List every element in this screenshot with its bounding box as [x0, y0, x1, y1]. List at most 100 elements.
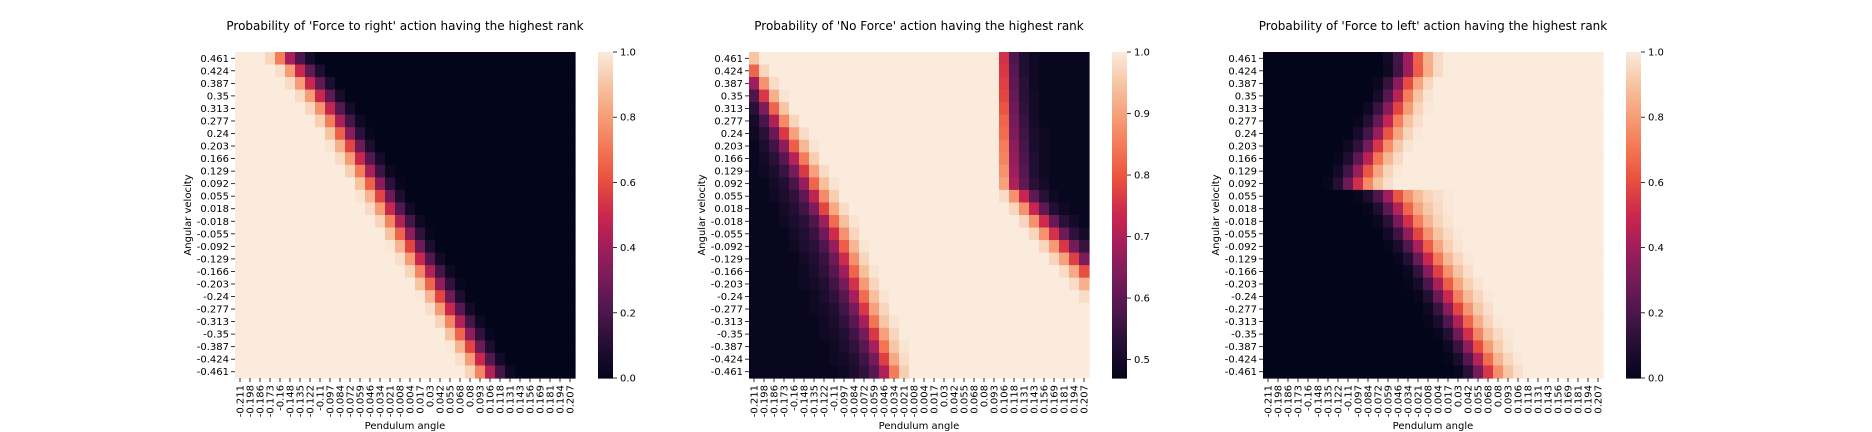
heatmap-cell [1473, 114, 1484, 128]
y-tick-label: 0.129 [714, 167, 743, 178]
colorbar-segment [1626, 371, 1641, 376]
heatmap-cell [565, 240, 576, 254]
heatmap-cell [959, 315, 970, 329]
x-tick-label: -0.008 [1424, 385, 1435, 417]
heatmap-cell [819, 215, 830, 229]
heatmap-cell [295, 277, 306, 291]
heatmap-cell [1343, 265, 1354, 279]
heatmap-cell [849, 365, 860, 379]
heatmap-cell [535, 240, 546, 254]
heatmap-cell [1563, 152, 1574, 166]
x-tick-label: 0.106 [1000, 385, 1011, 414]
heatmap-cell [1423, 277, 1434, 291]
heatmap-cell [809, 277, 820, 291]
heatmap-cell [979, 52, 990, 66]
heatmap-cell [1593, 177, 1604, 191]
heatmap-cell [1323, 315, 1334, 329]
heatmap-cell [545, 290, 556, 304]
heatmap-cell [869, 102, 880, 116]
heatmap-cell [859, 77, 870, 91]
y-tick-label: -0.387 [197, 342, 229, 353]
heatmap-cell [365, 277, 376, 291]
x-tick-label: -0.021 [900, 385, 911, 417]
heatmap-cell [829, 277, 840, 291]
heatmap-cell [909, 177, 920, 191]
heatmap-cell [475, 127, 486, 141]
colorbar-segment [1112, 104, 1127, 109]
heatmap-cell [1413, 189, 1424, 204]
heatmap-cell [1373, 114, 1384, 128]
y-tick-label: -0.461 [1225, 367, 1257, 378]
heatmap-cell [375, 139, 386, 153]
heatmap-cell [1263, 302, 1274, 316]
heatmap-cell [919, 89, 930, 103]
heatmap-cell [235, 127, 246, 141]
heatmap-cell [1039, 290, 1050, 304]
heatmap-cell [305, 177, 316, 191]
heatmap-cell [1019, 89, 1030, 103]
heatmap-cell [435, 89, 446, 103]
heatmap-cell [1363, 189, 1374, 204]
x-tick-label: -0.097 [326, 385, 337, 417]
heatmap-cell [555, 164, 566, 178]
heatmap-cell [1049, 164, 1060, 178]
heatmap-cell [1493, 302, 1504, 316]
colorbar-segment [598, 107, 613, 112]
colorbar-segment [598, 309, 613, 314]
heatmap-cell [1383, 302, 1394, 316]
heatmap-cell [315, 64, 326, 78]
heatmap-cell [999, 277, 1010, 291]
heatmap-cell [999, 89, 1010, 103]
heatmap-cell [435, 340, 446, 354]
y-axis-label: Angular velocity [697, 174, 708, 255]
heatmap-cell [879, 189, 890, 204]
heatmap-cell [435, 164, 446, 178]
heatmap-cell [1009, 139, 1020, 153]
colorbar-segment [1112, 329, 1127, 333]
heatmap-cell [535, 139, 546, 153]
heatmap-cell [395, 77, 406, 91]
heatmap-cell [1323, 202, 1334, 216]
heatmap-cell [395, 177, 406, 191]
colorbar-segment [1112, 303, 1127, 307]
heatmap-cell [1473, 64, 1484, 78]
heatmap-cell [275, 365, 286, 379]
heatmap-cell [1059, 227, 1070, 241]
heatmap-cell [255, 252, 266, 266]
colorbar-segment [1626, 231, 1641, 236]
x-tick-label: 0.093 [476, 385, 487, 414]
heatmap-cell [839, 215, 850, 229]
heatmap-cell [1019, 52, 1030, 66]
colorbar-segment [1626, 61, 1641, 66]
y-tick-label: -0.35 [203, 330, 229, 341]
heatmap-cell [235, 114, 246, 128]
heatmap-cell [555, 127, 566, 141]
heatmap-cell [959, 227, 970, 241]
heatmap-cell [485, 352, 496, 367]
heatmap-cell [555, 202, 566, 216]
heatmap-cell [799, 315, 810, 329]
heatmap-cell [505, 227, 516, 241]
heatmap-cell [365, 340, 376, 354]
heatmap-cell [455, 215, 466, 229]
colorbar-segment [1112, 120, 1127, 125]
heatmap-cell [1483, 240, 1494, 254]
heatmap-cell [1393, 265, 1404, 279]
heatmap-cell [1473, 152, 1484, 166]
heatmap-cell [1069, 315, 1080, 329]
heatmap-cell [789, 77, 800, 91]
heatmap-cell [1513, 52, 1524, 66]
heatmap-cell [929, 164, 940, 178]
heatmap-cell [1313, 265, 1324, 279]
heatmap-cell [829, 202, 840, 216]
heatmap-cell [1413, 177, 1424, 191]
heatmap-cell [1079, 215, 1090, 229]
heatmap-cell [1523, 89, 1534, 103]
heatmap-cell [235, 352, 246, 367]
heatmap-cell [1303, 227, 1314, 241]
heatmap-cell [1039, 177, 1050, 191]
heatmap-cell [1029, 265, 1040, 279]
heatmap-cell [415, 189, 426, 204]
x-tick-label: 0.118 [496, 385, 507, 414]
heatmap-cell [1059, 114, 1070, 128]
